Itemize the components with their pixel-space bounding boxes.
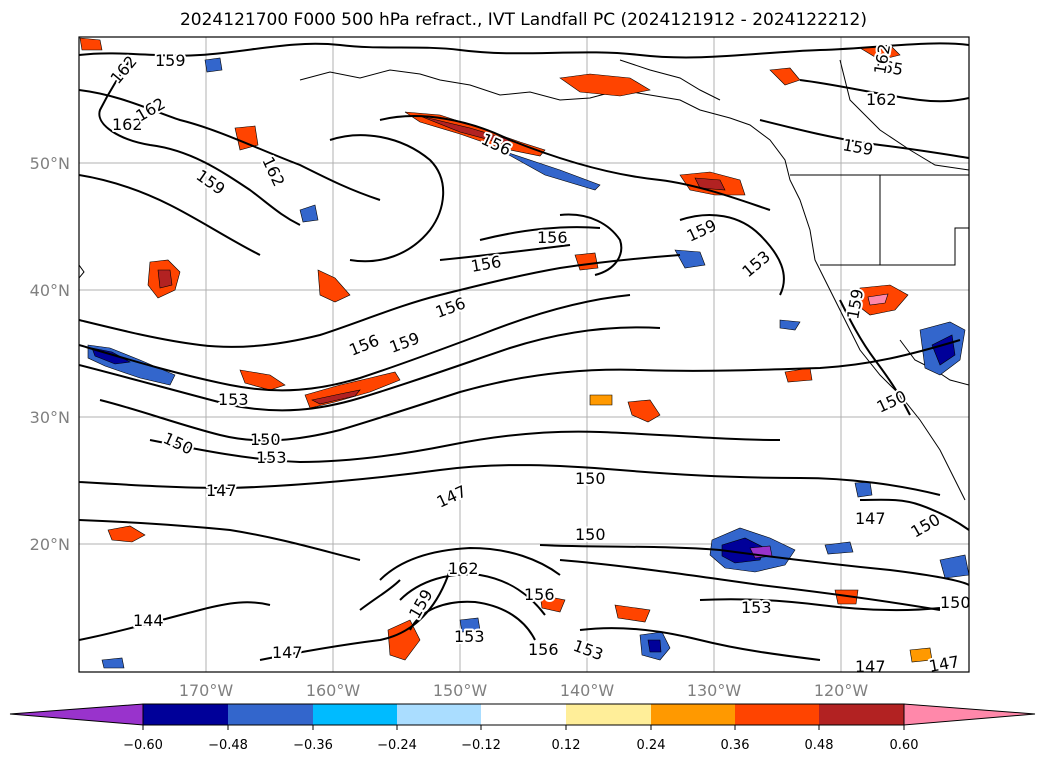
colorbar-swatch: [566, 704, 651, 725]
colorbar-tick-label: −0.24: [377, 738, 417, 753]
longitude-labels: 170°W 160°W 150°W 140°W 130°W 120°W: [179, 681, 869, 700]
colorbar-tick-label: 0.24: [637, 738, 666, 753]
colorbar-tick-label: 0.60: [890, 738, 919, 753]
contour-label: 150: [940, 593, 971, 612]
colorbar-tick-label: −0.60: [123, 738, 163, 753]
contour-label: 153: [741, 598, 772, 617]
lon-label: 150°W: [433, 681, 488, 700]
contour-label: 162: [112, 115, 143, 134]
contour-label: 150: [250, 430, 281, 449]
lat-label: 30°N: [30, 408, 70, 427]
contour-label: 153: [218, 390, 249, 409]
lat-label: 50°N: [30, 154, 70, 173]
coastlines: [79, 59, 969, 501]
colorbar-tick-label: 0.12: [552, 738, 581, 753]
contour-label: 162: [448, 559, 479, 578]
contour-label: 156: [528, 640, 559, 659]
contour-label: 162: [866, 90, 897, 109]
colorbar-extend-low: [9, 703, 144, 726]
contour-label: 144: [133, 611, 164, 630]
colorbar-swatch: [143, 704, 228, 725]
contour-lines: [79, 42, 969, 661]
colorbar-swatch: [228, 704, 313, 725]
contour-label: 156: [524, 585, 555, 604]
colorbar-tick-label: −0.12: [461, 738, 501, 753]
colorbar-swatch: [735, 704, 819, 725]
colorbar-ticks: [142, 725, 905, 730]
contour-label: 147: [927, 652, 960, 676]
lon-label: 130°W: [687, 681, 742, 700]
colorbar-tick-label: 0.36: [721, 738, 750, 753]
contour-label: 147: [855, 509, 886, 528]
contour-label: 150: [575, 525, 606, 544]
filled-anomalies: [79, 37, 969, 669]
lon-label: 140°W: [560, 681, 615, 700]
lon-label: 120°W: [814, 681, 869, 700]
colorbar-tick-label: −0.48: [208, 738, 248, 753]
contour-label: 153: [454, 627, 485, 646]
colorbar-tick-label: −0.36: [293, 738, 333, 753]
contour-label: 147: [272, 643, 303, 662]
map-title: 2024121700 F000 500 hPa refract., IVT La…: [179, 10, 867, 30]
colorbar-tick-label: 0.48: [805, 738, 834, 753]
plot-area: [79, 37, 969, 672]
plot-frame: [78, 36, 970, 673]
colorbar-swatch: [819, 704, 904, 725]
lat-label: 40°N: [30, 281, 70, 300]
contour-label: 156: [537, 228, 568, 247]
colorbar: −0.60 −0.48 −0.36 −0.24 −0.12 0.12 0.24 …: [9, 703, 1036, 753]
latitude-labels: 50°N 40°N 30°N 20°N: [30, 154, 70, 554]
colorbar-swatch: [481, 704, 566, 725]
colorbar-swatch: [313, 704, 397, 725]
lat-label: 20°N: [30, 535, 70, 554]
contour-label: 153: [256, 448, 287, 467]
contour-label: 147: [855, 657, 886, 676]
colorbar-swatch: [651, 704, 735, 725]
contour-label: 159: [155, 51, 186, 70]
lon-label: 160°W: [306, 681, 361, 700]
lon-label: 170°W: [179, 681, 234, 700]
colorbar-swatch: [397, 704, 481, 725]
colorbar-extend-high: [903, 703, 1036, 726]
contour-label: 147: [206, 481, 237, 500]
contour-label: 150: [575, 469, 606, 488]
